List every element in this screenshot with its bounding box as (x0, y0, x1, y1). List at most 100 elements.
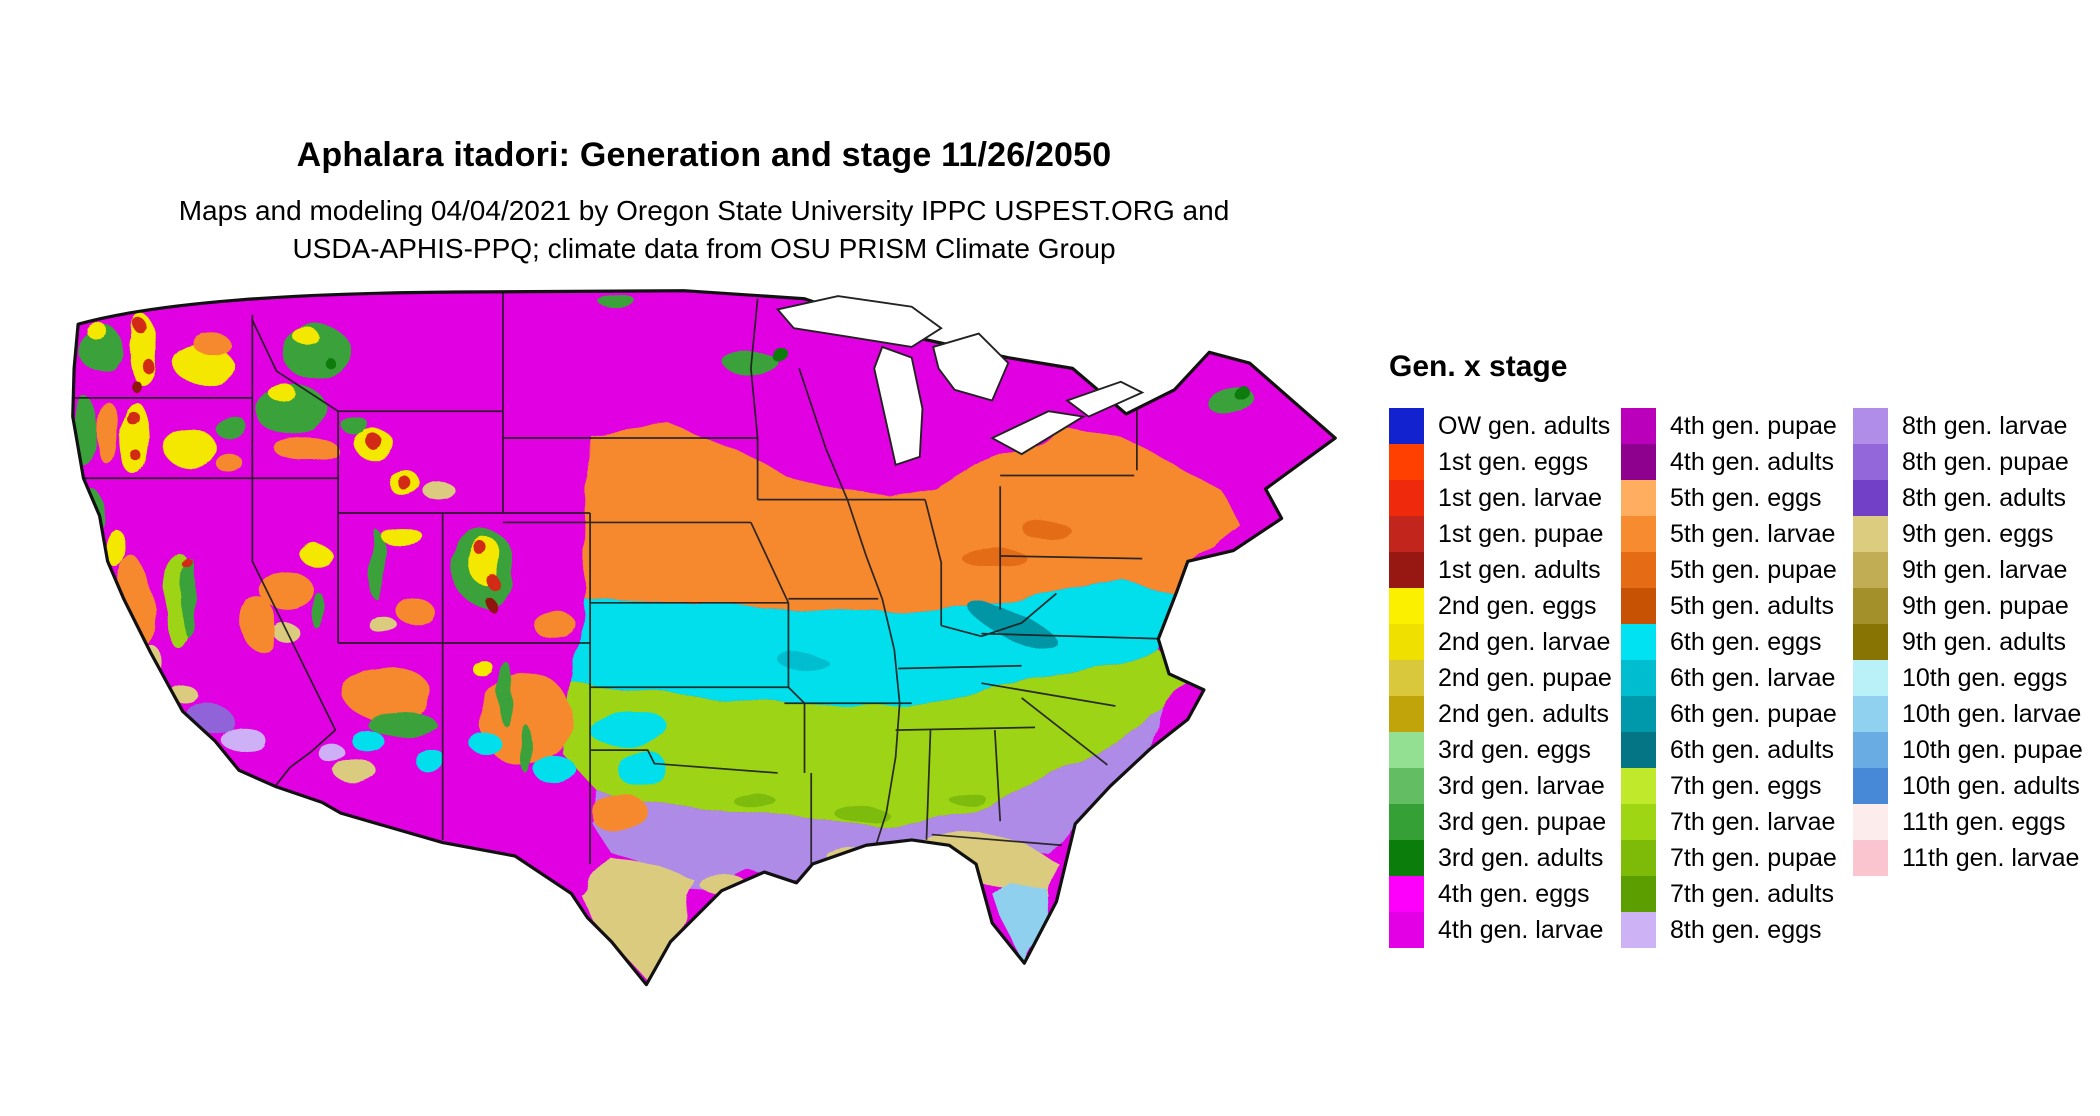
legend-item: 8th gen. adults (1853, 480, 2085, 516)
lake-erie (990, 410, 1086, 456)
legend-item-label: 2nd gen. adults (1438, 699, 1609, 728)
legend-item-label: 10th gen. adults (1902, 771, 2080, 800)
lake-huron (932, 332, 1010, 402)
terrain-patch (309, 590, 324, 629)
legend-item: 6th gen. pupae (1621, 696, 1853, 732)
terrain-patch (214, 415, 247, 440)
terrain-patch (831, 802, 885, 819)
terrain-patch (496, 660, 513, 725)
legend-color-swatch (1621, 840, 1656, 876)
legend-item-label: 6th gen. larvae (1670, 663, 1836, 692)
lake-michigan (873, 345, 924, 467)
legend-item-label: 4th gen. adults (1670, 447, 1835, 476)
terrain-patch (324, 357, 336, 369)
legend-item: 4th gen. larvae (1389, 912, 1621, 948)
legend-color-swatch (1853, 660, 1888, 696)
legend-item: 4th gen. adults (1621, 444, 1853, 480)
terrain-patch (946, 790, 985, 804)
terrain-patch (587, 791, 647, 830)
legend-item: 4th gen. eggs (1389, 876, 1621, 912)
terrain-patch (316, 742, 344, 761)
legend-item-label: 1st gen. larvae (1438, 483, 1602, 512)
terrain-patch (533, 756, 577, 784)
terrain-patch (1021, 521, 1070, 538)
legend-item: 6th gen. larvae (1621, 660, 1853, 696)
terrain-patch (343, 417, 371, 437)
legend-item: 9th gen. larvae (1853, 552, 2085, 588)
legend-item: 10th gen. adults (1853, 768, 2085, 804)
terrain-patch (276, 440, 341, 463)
lake-superior (775, 295, 943, 348)
terrain-patch (370, 616, 398, 635)
terrain-patch (378, 526, 422, 543)
legend-color-swatch (1389, 408, 1424, 444)
legend-item-label: 4th gen. pupae (1670, 411, 1837, 440)
legend-item: 3rd gen. adults (1389, 840, 1621, 876)
terrain-patch (1233, 384, 1250, 401)
legend-item-label: 7th gen. adults (1670, 879, 1835, 908)
legend-item-label: 5th gen. eggs (1670, 483, 1822, 512)
legend-item: 10th gen. pupae (1853, 732, 2085, 768)
legend-color-swatch (1621, 588, 1656, 624)
legend-color-swatch (1389, 444, 1424, 480)
legend-item: 6th gen. eggs (1621, 624, 1853, 660)
legend-color-swatch (1621, 480, 1656, 516)
legend-color-swatch (1389, 624, 1424, 660)
terrain-patch (531, 609, 574, 637)
legend-item-label: 1st gen. pupae (1438, 519, 1604, 548)
terrain-patch (590, 711, 671, 749)
terrain-patch (332, 758, 376, 783)
legend-color-swatch (1853, 768, 1888, 804)
legend-item-label: 3rd gen. larvae (1438, 771, 1605, 800)
legend-color-swatch (1853, 552, 1888, 588)
legend-color-swatch (1621, 552, 1656, 588)
terrain-patch (295, 539, 328, 562)
terrain-patch (214, 452, 242, 472)
figure-title: Aphalara itadori: Generation and stage 1… (296, 136, 1112, 174)
legend-item-label: 1st gen. adults (1438, 555, 1601, 584)
subtitle-line-1: Maps and modeling 04/04/2021 by Oregon S… (178, 195, 1230, 226)
terrain-patch (729, 790, 773, 804)
legend-item: 3rd gen. larvae (1389, 768, 1621, 804)
legend-color-swatch (1621, 408, 1656, 444)
legend-item: 8th gen. pupae (1853, 444, 2085, 480)
legend-color-swatch (1853, 588, 1888, 624)
legend-color-swatch (1621, 768, 1656, 804)
legend-item: 6th gen. adults (1621, 732, 1853, 768)
legend-item-label: 11th gen. eggs (1902, 807, 2066, 836)
legend-item-label: 8th gen. larvae (1902, 411, 2068, 440)
lake-ontario (1065, 380, 1145, 418)
terrain-patch (141, 359, 155, 373)
legend-color-swatch (1853, 408, 1888, 444)
legend-item-label: 8th gen. pupae (1902, 447, 2069, 476)
legend-item: 2nd gen. pupae (1389, 660, 1621, 696)
legend-item-label: 9th gen. larvae (1902, 555, 2068, 584)
terrain-patch (466, 730, 499, 752)
legend-item-label: 7th gen. eggs (1670, 771, 1822, 800)
legend-item-label: 10th gen. pupae (1902, 735, 2083, 764)
legend-item: 2nd gen. adults (1389, 696, 1621, 732)
terrain-patch (268, 383, 296, 402)
legend-color-swatch (1853, 624, 1888, 660)
legend-color-swatch (1621, 624, 1656, 660)
terrain-patch (367, 435, 384, 452)
terrain-patch (489, 578, 503, 593)
legend-item-label: 1st gen. eggs (1438, 447, 1589, 476)
legend-item-label: 4th gen. larvae (1438, 915, 1604, 944)
terrain-patch (348, 727, 382, 749)
legend-item-label: 6th gen. eggs (1670, 627, 1822, 656)
legend-item-label: 8th gen. eggs (1670, 915, 1822, 944)
terrain-patch (98, 400, 117, 465)
legend-color-swatch (1389, 516, 1424, 552)
legend-color-swatch (1853, 804, 1888, 840)
legend-color-swatch (1621, 444, 1656, 480)
legend-item: 10th gen. eggs (1853, 660, 2085, 696)
great-lakes (775, 295, 1145, 467)
band-9th-gen-khaki-texas (579, 856, 695, 982)
legend-column-2: 4th gen. pupae 4th gen. adults 5th gen. … (1621, 408, 1853, 948)
legend: Gen. x stage OW gen. adults 1st gen. egg… (1389, 350, 2085, 948)
legend-item-label: 3rd gen. eggs (1438, 735, 1591, 764)
legend-color-swatch (1853, 732, 1888, 768)
legend-item: 7th gen. eggs (1621, 768, 1853, 804)
legend-item-label: 6th gen. adults (1670, 735, 1835, 764)
